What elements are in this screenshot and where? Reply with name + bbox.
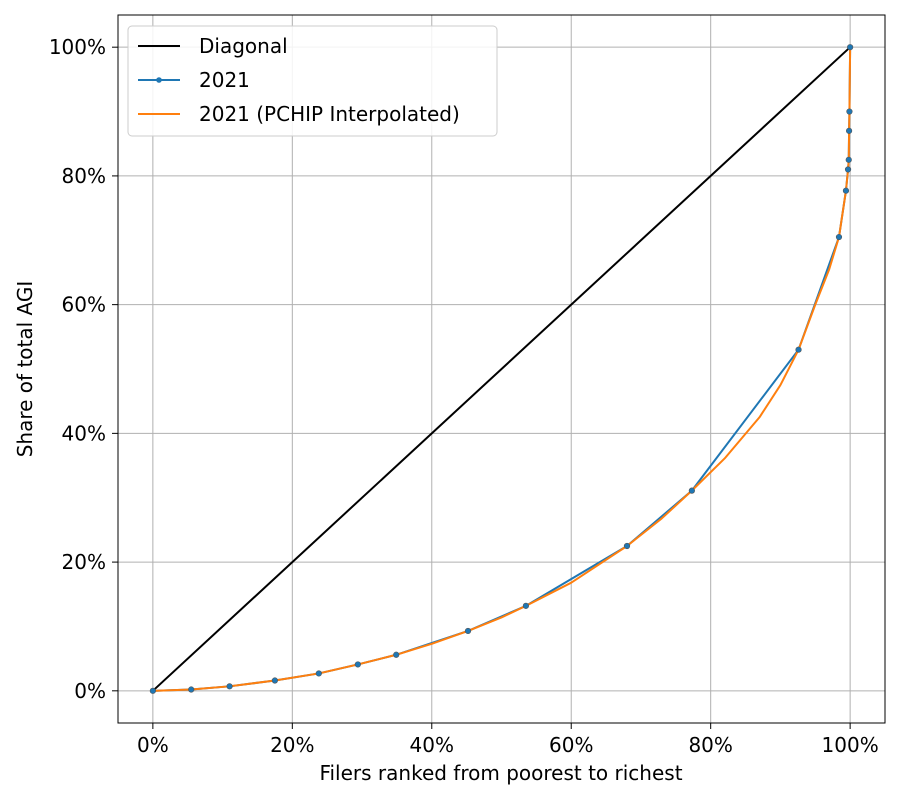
data-point	[393, 651, 400, 658]
x-tick-label: 20%	[270, 733, 314, 757]
x-axis-ticks: 0% 20% 40% 60% 80% 100%	[137, 723, 879, 757]
data-point	[688, 487, 695, 494]
x-tick-label: 80%	[688, 733, 732, 757]
data-point	[795, 346, 802, 353]
data-point	[271, 677, 278, 684]
data-point	[845, 127, 853, 134]
y-axis-title: Share of total AGI	[13, 281, 37, 458]
x-tick-label: 0%	[137, 733, 169, 757]
data-point	[847, 44, 854, 51]
data-point	[842, 187, 850, 194]
data-point	[226, 683, 233, 690]
plot-frame	[117, 14, 886, 724]
y-tick-label: 40%	[62, 421, 106, 445]
data-point	[315, 670, 322, 677]
data-point	[522, 602, 530, 609]
x-tick-label: 40%	[410, 733, 454, 757]
data-point	[354, 661, 361, 668]
y-tick-label: 20%	[62, 550, 106, 574]
series-line-2021-pchip-interpolated	[152, 47, 852, 692]
legend-marker	[156, 77, 162, 83]
legend-label-2021-pchip-interpolated: 2021 (PCHIP Interpolated)	[199, 102, 460, 126]
data-point	[844, 166, 852, 173]
data-point	[835, 233, 843, 241]
x-tick-label: 100%	[822, 733, 879, 757]
y-tick-label: 0%	[74, 679, 106, 703]
series-line-diagonal	[152, 46, 851, 692]
legend-box	[127, 25, 498, 137]
data-point	[464, 627, 472, 635]
data-point	[149, 687, 156, 694]
y-tick-label: 80%	[62, 164, 106, 188]
data-point	[845, 156, 852, 163]
legend-label-2021: 2021	[199, 68, 250, 92]
x-axis-title: Filers ranked from poorest to richest	[319, 761, 682, 785]
y-tick-label: 60%	[62, 293, 106, 317]
legend: Diagonal 2021 2021 (PCHIP Interpolated)	[127, 25, 498, 137]
data-point	[623, 542, 631, 550]
y-tick-label: 100%	[49, 35, 106, 59]
y-axis-ticks: 0% 20% 40% 60% 80% 100%	[49, 35, 118, 703]
data-point	[188, 686, 195, 693]
x-tick-label: 60%	[549, 733, 593, 757]
legend-label-diagonal: Diagonal	[199, 34, 288, 58]
data-point	[846, 108, 853, 115]
series-layer	[149, 44, 854, 694]
